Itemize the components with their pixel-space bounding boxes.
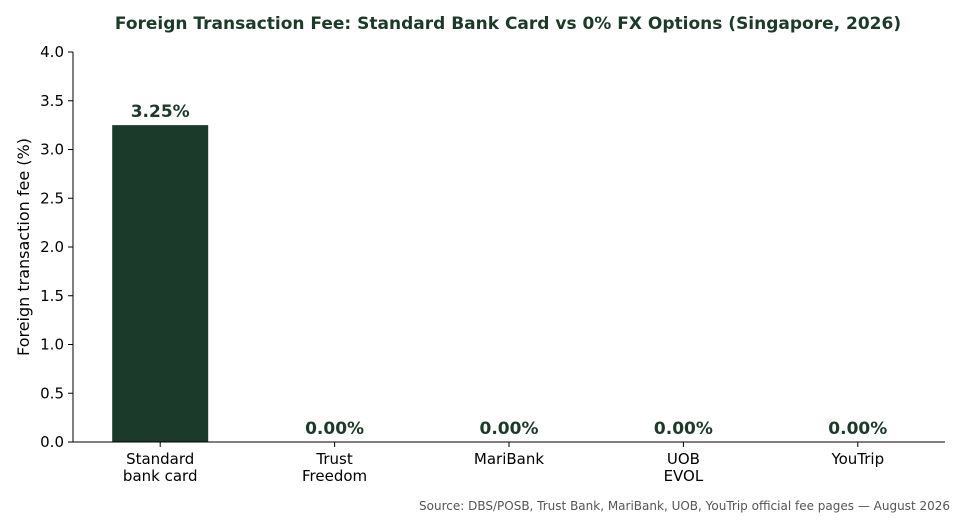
bars-group	[112, 125, 209, 442]
bar-value-label: 3.25%	[131, 102, 190, 122]
bar-value-label: 0.00%	[305, 419, 364, 439]
y-tick-label: 1.0	[40, 336, 64, 354]
x-tick-label: UOB	[667, 450, 700, 468]
x-tick-label: EVOL	[664, 467, 704, 485]
y-tick-label: 0.0	[40, 433, 64, 451]
y-tick-label: 4.0	[40, 43, 64, 61]
y-tick-label: 3.5	[40, 92, 64, 110]
bar-value-label: 0.00%	[654, 419, 713, 439]
y-tick-label: 2.5	[40, 189, 64, 207]
x-tick-label: Trust	[315, 450, 352, 468]
chart-title: Foreign Transaction Fee: Standard Bank C…	[115, 14, 901, 34]
y-tick-label: 0.5	[40, 384, 64, 402]
x-tick-label: YouTrip	[830, 450, 884, 468]
x-tick-label: bank card	[123, 467, 198, 485]
bar-value-label: 0.00%	[480, 419, 539, 439]
y-tick-label: 3.0	[40, 141, 64, 159]
y-tick-label: 2.0	[40, 238, 64, 256]
y-axis-label: Foreign transaction fee (%)	[14, 138, 33, 356]
bar	[112, 125, 209, 442]
x-tick-label: Freedom	[302, 467, 367, 485]
value-labels-group: 3.25% 0.00% 0.00% 0.00% 0.00%	[131, 102, 888, 439]
y-tick-label: 1.5	[40, 287, 64, 305]
y-axis-ticks: 0.0 0.5 1.0 1.5 2.0 2.5 3.0 3.5 4.0	[40, 43, 73, 451]
x-tick-label: Standard	[126, 450, 194, 468]
bar-value-label: 0.00%	[828, 419, 887, 439]
source-note: Source: DBS/POSB, Trust Bank, MariBank, …	[419, 499, 950, 513]
x-tick-label: MariBank	[474, 450, 544, 468]
